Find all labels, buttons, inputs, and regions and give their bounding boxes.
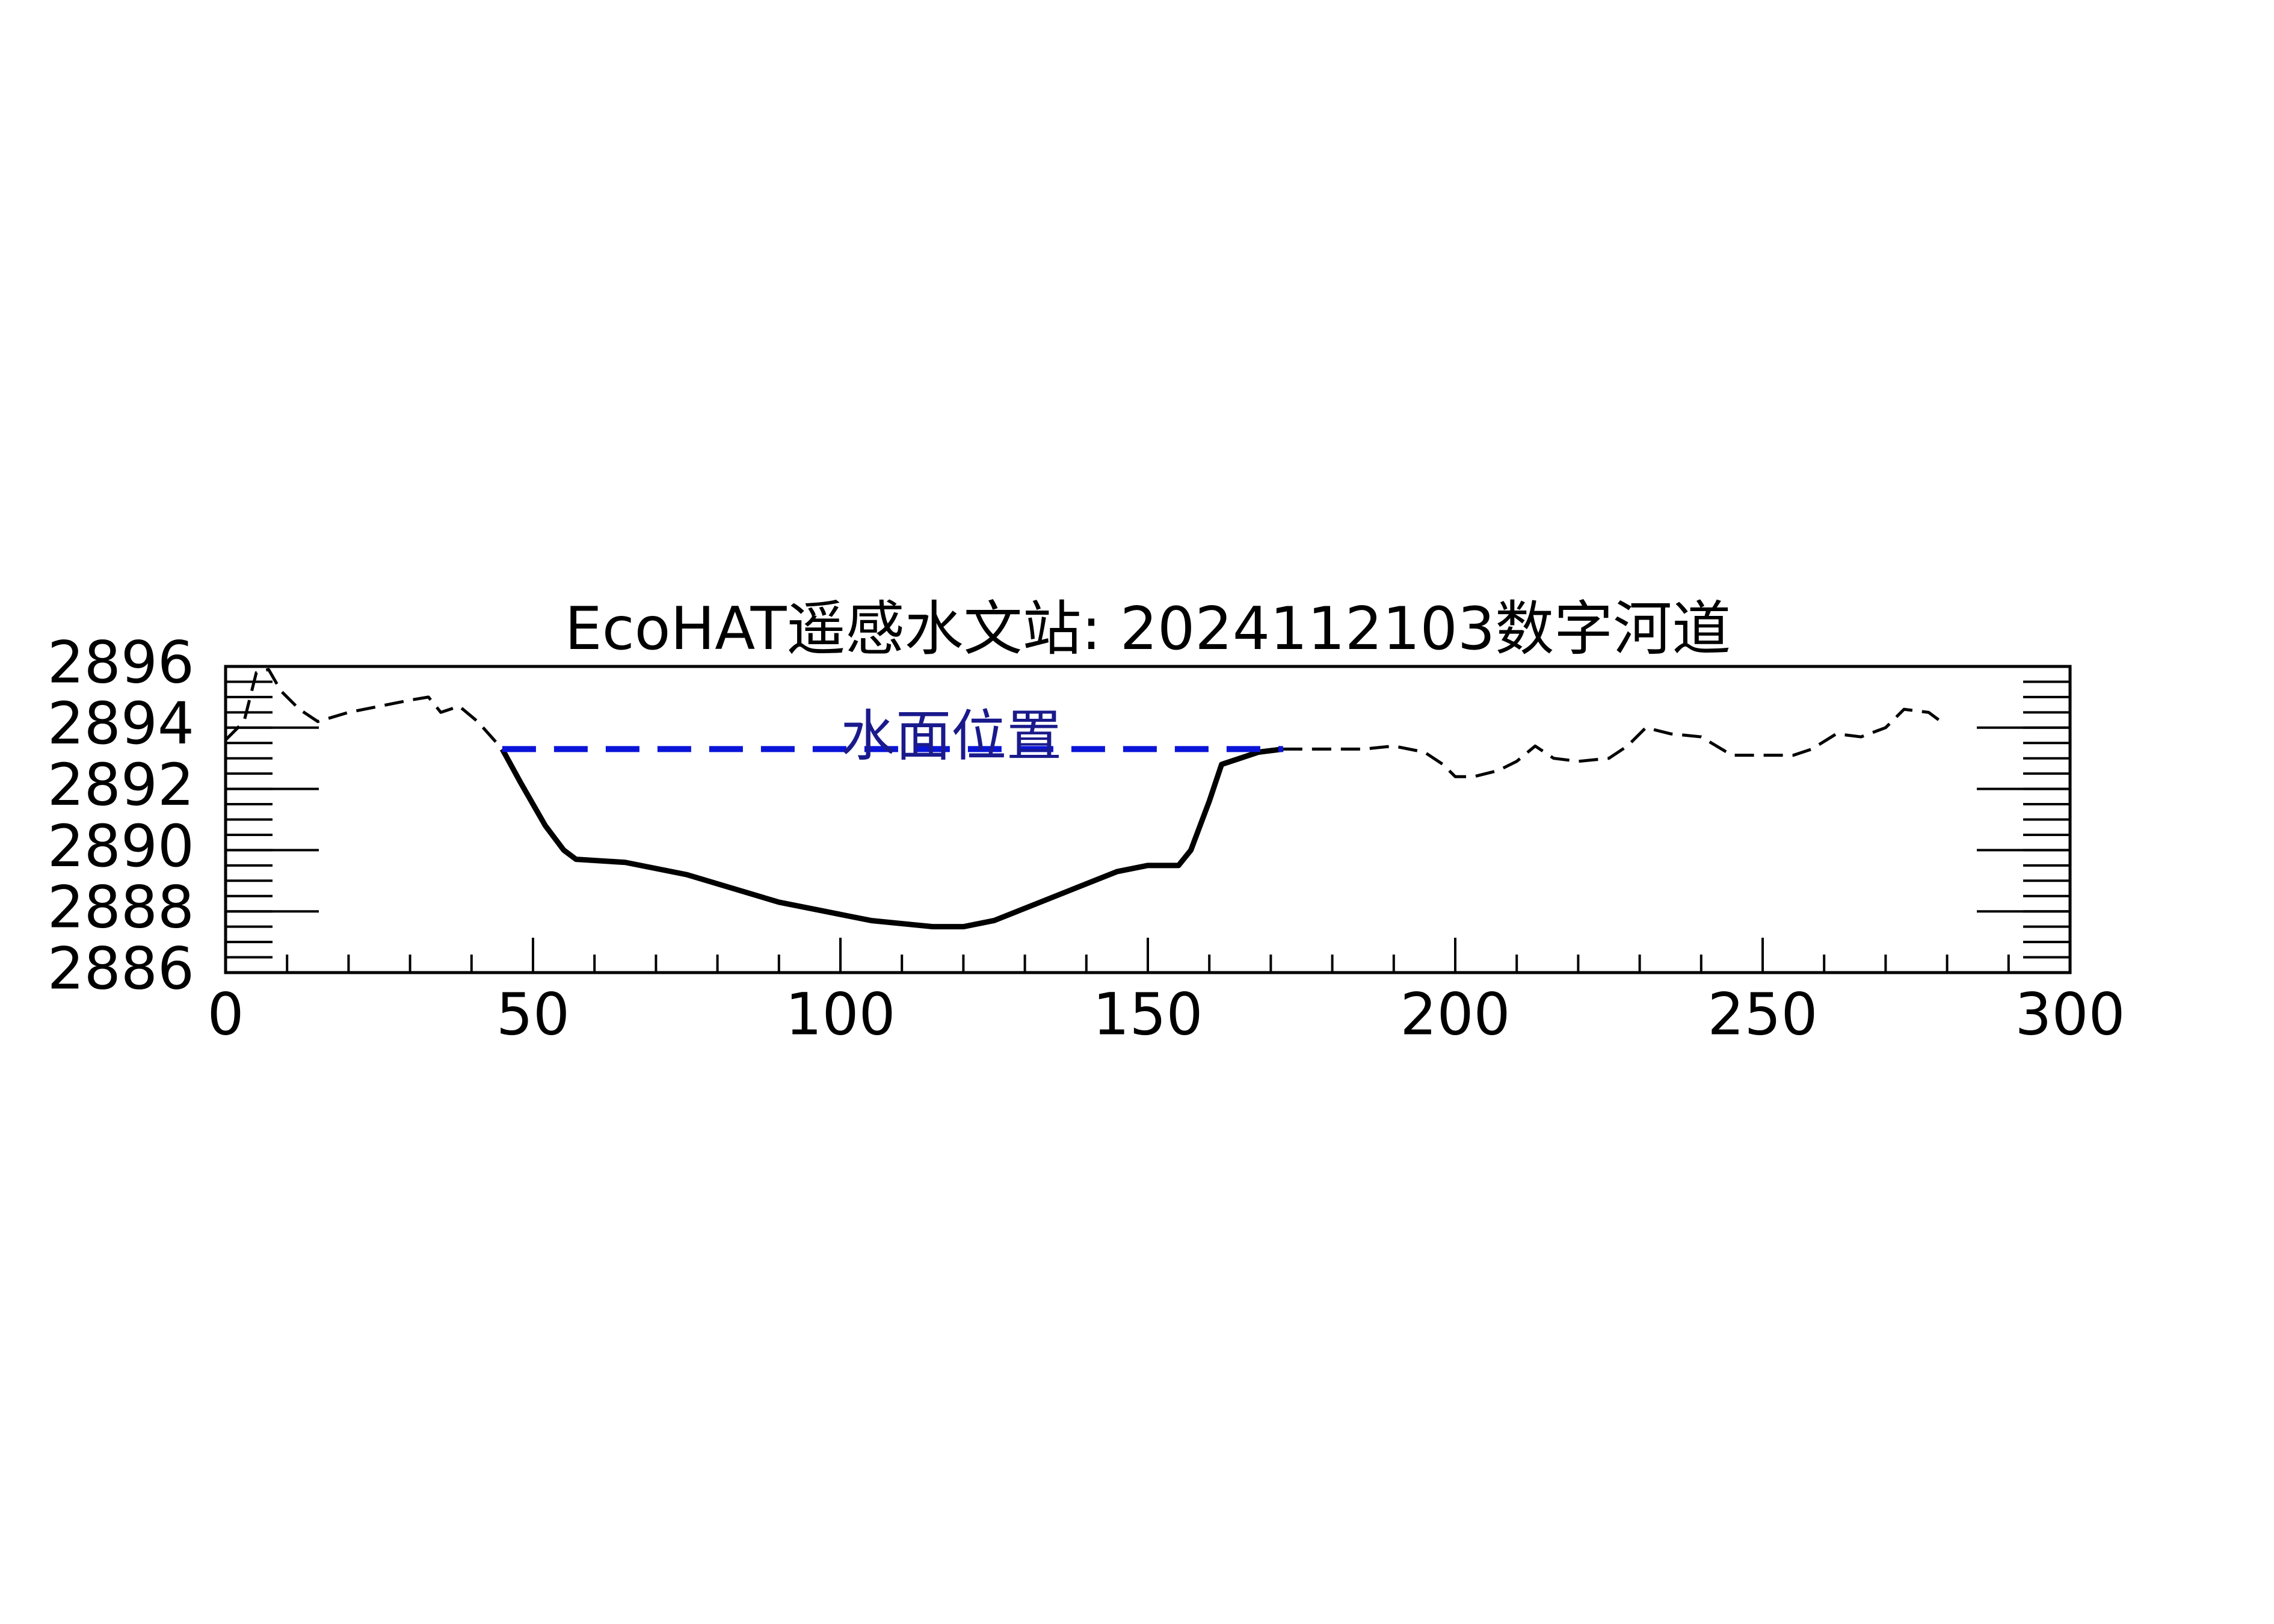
y-tick-label: 2888	[48, 874, 194, 941]
x-tick-label: 300	[2015, 980, 2125, 1048]
x-tick-label: 100	[785, 980, 895, 1048]
annotation: 水面位置	[840, 704, 1062, 769]
x-tick-label: 0	[207, 980, 244, 1048]
x-tick-label: 50	[496, 980, 570, 1048]
x-tick-label: 200	[1400, 980, 1510, 1048]
y-tick-label: 2890	[48, 813, 194, 880]
series-line	[1283, 707, 1942, 778]
plot-frame	[224, 665, 2072, 974]
y-tick-label: 2886	[48, 935, 194, 1002]
y-tick-label: 2892	[48, 751, 194, 819]
y-tick-label: 2896	[48, 629, 194, 696]
y-tick-label: 2894	[48, 690, 194, 757]
chart-title: EcoHAT遥感水文站: 2024112103数字河道	[565, 595, 1731, 663]
x-tick-label: 250	[1707, 980, 1817, 1048]
series-line	[499, 746, 1284, 930]
x-tick-label: 150	[1092, 980, 1203, 1048]
